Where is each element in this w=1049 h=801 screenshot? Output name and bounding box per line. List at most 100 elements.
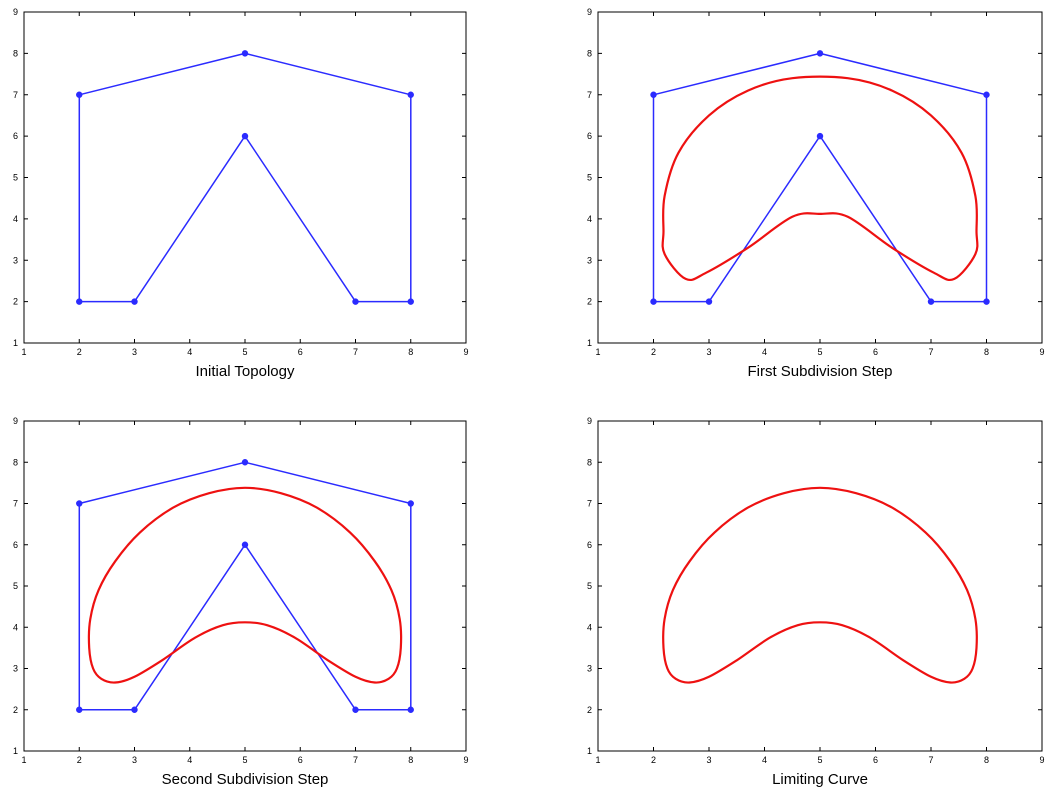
x-tick-label: 2 [651, 755, 656, 765]
control-point [241, 132, 249, 140]
control-point [705, 298, 713, 305]
control-point [241, 459, 249, 466]
y-tick-label: 9 [587, 7, 592, 17]
x-axis-label: First Subdivision Step [747, 363, 892, 380]
y-tick-label: 7 [13, 499, 18, 509]
y-tick-label: 9 [13, 7, 18, 17]
x-tick-label: 7 [353, 755, 358, 765]
chart-limiting-curve: 1 2 3 4 5 6 7 8 9 1 2 3 4 5 6 7 8 9 Limiting Curve [525, 408, 1049, 796]
control-point [241, 50, 249, 57]
x-axis-label: Second Subdivision Step [162, 771, 329, 788]
x-tick-label: 3 [132, 347, 137, 357]
y-tick-label: 2 [587, 705, 592, 715]
control-point [983, 91, 990, 98]
x-tick-label: 5 [242, 755, 247, 765]
x-tick-label: 6 [873, 755, 878, 765]
control-point [816, 132, 824, 140]
x-tick-label: 9 [1039, 755, 1044, 765]
control-point [241, 541, 249, 548]
y-tick-label: 4 [587, 622, 592, 632]
x-tick-label: 1 [595, 347, 600, 357]
y-tick-label: 5 [13, 173, 18, 183]
control-point [816, 50, 824, 57]
control-point [650, 91, 657, 98]
control-point [76, 500, 83, 507]
x-tick-label: 5 [817, 347, 822, 357]
axes-frame [23, 11, 467, 344]
y-tick-label: 6 [587, 131, 592, 141]
limit-curve-line [662, 486, 978, 684]
control-point [927, 298, 935, 305]
y-tick-label: 1 [587, 746, 592, 756]
control-polygon-line [78, 461, 412, 711]
control-point [131, 706, 138, 713]
y-tick-label: 1 [587, 338, 592, 348]
control-point [76, 91, 83, 98]
x-tick-label: 5 [817, 755, 822, 765]
x-tick-label: 4 [187, 755, 192, 765]
y-tick-label: 6 [587, 540, 592, 550]
control-polygon-line [78, 52, 412, 303]
x-tick-label: 3 [706, 347, 711, 357]
chart-first-subdivision-step: 1 2 3 4 5 6 7 8 9 1 2 3 4 5 6 7 8 9 First Subdivision Step [525, 0, 1049, 398]
plot-svg: 1 2 3 4 5 6 7 8 9 1 2 3 4 5 6 7 8 9 Initial Topology [13, 7, 469, 380]
y-tick-label: 1 [13, 338, 18, 348]
y-tick-label: 2 [13, 297, 18, 307]
y-tick-label: 1 [13, 746, 18, 756]
x-tick-label: 1 [21, 347, 26, 357]
y-tick-label: 6 [13, 131, 18, 141]
x-tick-label: 8 [408, 755, 413, 765]
plot-svg: 1 2 3 4 5 6 7 8 9 1 2 3 4 5 6 7 8 9 Limiting Curve [587, 416, 1045, 788]
y-tick-label: 5 [587, 173, 592, 183]
x-tick-label: 2 [77, 755, 82, 765]
x-tick-label: 7 [928, 755, 933, 765]
y-tick-label: 8 [13, 457, 18, 467]
y-tick-label: 3 [13, 255, 18, 265]
x-tick-label: 7 [928, 347, 933, 357]
x-tick-label: 2 [651, 347, 656, 357]
x-tick-label: 5 [242, 347, 247, 357]
y-tick-label: 9 [587, 416, 592, 426]
x-tick-label: 9 [463, 755, 468, 765]
y-tick-label: 7 [587, 499, 592, 509]
x-axis-label: Initial Topology [196, 363, 295, 380]
x-tick-label: 4 [762, 755, 767, 765]
control-point [352, 706, 359, 713]
x-tick-label: 9 [1039, 347, 1044, 357]
control-point [352, 298, 359, 305]
x-axis-label: Limiting Curve [772, 771, 868, 788]
y-tick-label: 2 [587, 297, 592, 307]
x-tick-label: 3 [706, 755, 711, 765]
chart-second-subdivision-step: 1 2 3 4 5 6 7 8 9 1 2 3 4 5 6 7 8 9 Second Subdivision Ste… [0, 408, 524, 796]
y-tick-label: 5 [587, 581, 592, 591]
x-tick-label: 1 [21, 755, 26, 765]
control-polygon-line [652, 52, 988, 303]
x-tick-label: 8 [984, 755, 989, 765]
control-point [983, 298, 990, 305]
y-tick-label: 4 [13, 622, 18, 632]
plot-svg: 1 2 3 4 5 6 7 8 9 1 2 3 4 5 6 7 8 9 Second Subdivision Ste… [13, 416, 469, 788]
x-tick-label: 8 [408, 347, 413, 357]
x-tick-label: 2 [77, 347, 82, 357]
control-point [131, 298, 138, 305]
control-point [407, 500, 414, 507]
y-tick-label: 5 [13, 581, 18, 591]
axes-frame [597, 420, 1043, 752]
y-tick-label: 4 [13, 214, 18, 224]
y-tick-label: 7 [13, 90, 18, 100]
control-point [407, 91, 414, 98]
y-tick-label: 6 [13, 540, 18, 550]
x-tick-label: 7 [353, 347, 358, 357]
y-tick-label: 8 [587, 457, 592, 467]
control-point [76, 706, 83, 713]
y-tick-label: 8 [13, 48, 18, 58]
y-tick-label: 4 [587, 214, 592, 224]
x-tick-label: 4 [187, 347, 192, 357]
plot-svg: 1 2 3 4 5 6 7 8 9 1 2 3 4 5 6 7 8 9 First Subdivision Step [587, 7, 1045, 380]
axes-frame [597, 11, 1043, 344]
x-tick-label: 1 [595, 755, 600, 765]
control-point [407, 706, 414, 713]
y-tick-label: 9 [13, 416, 18, 426]
subdivision-curve-line [661, 75, 979, 282]
control-point [76, 298, 83, 305]
